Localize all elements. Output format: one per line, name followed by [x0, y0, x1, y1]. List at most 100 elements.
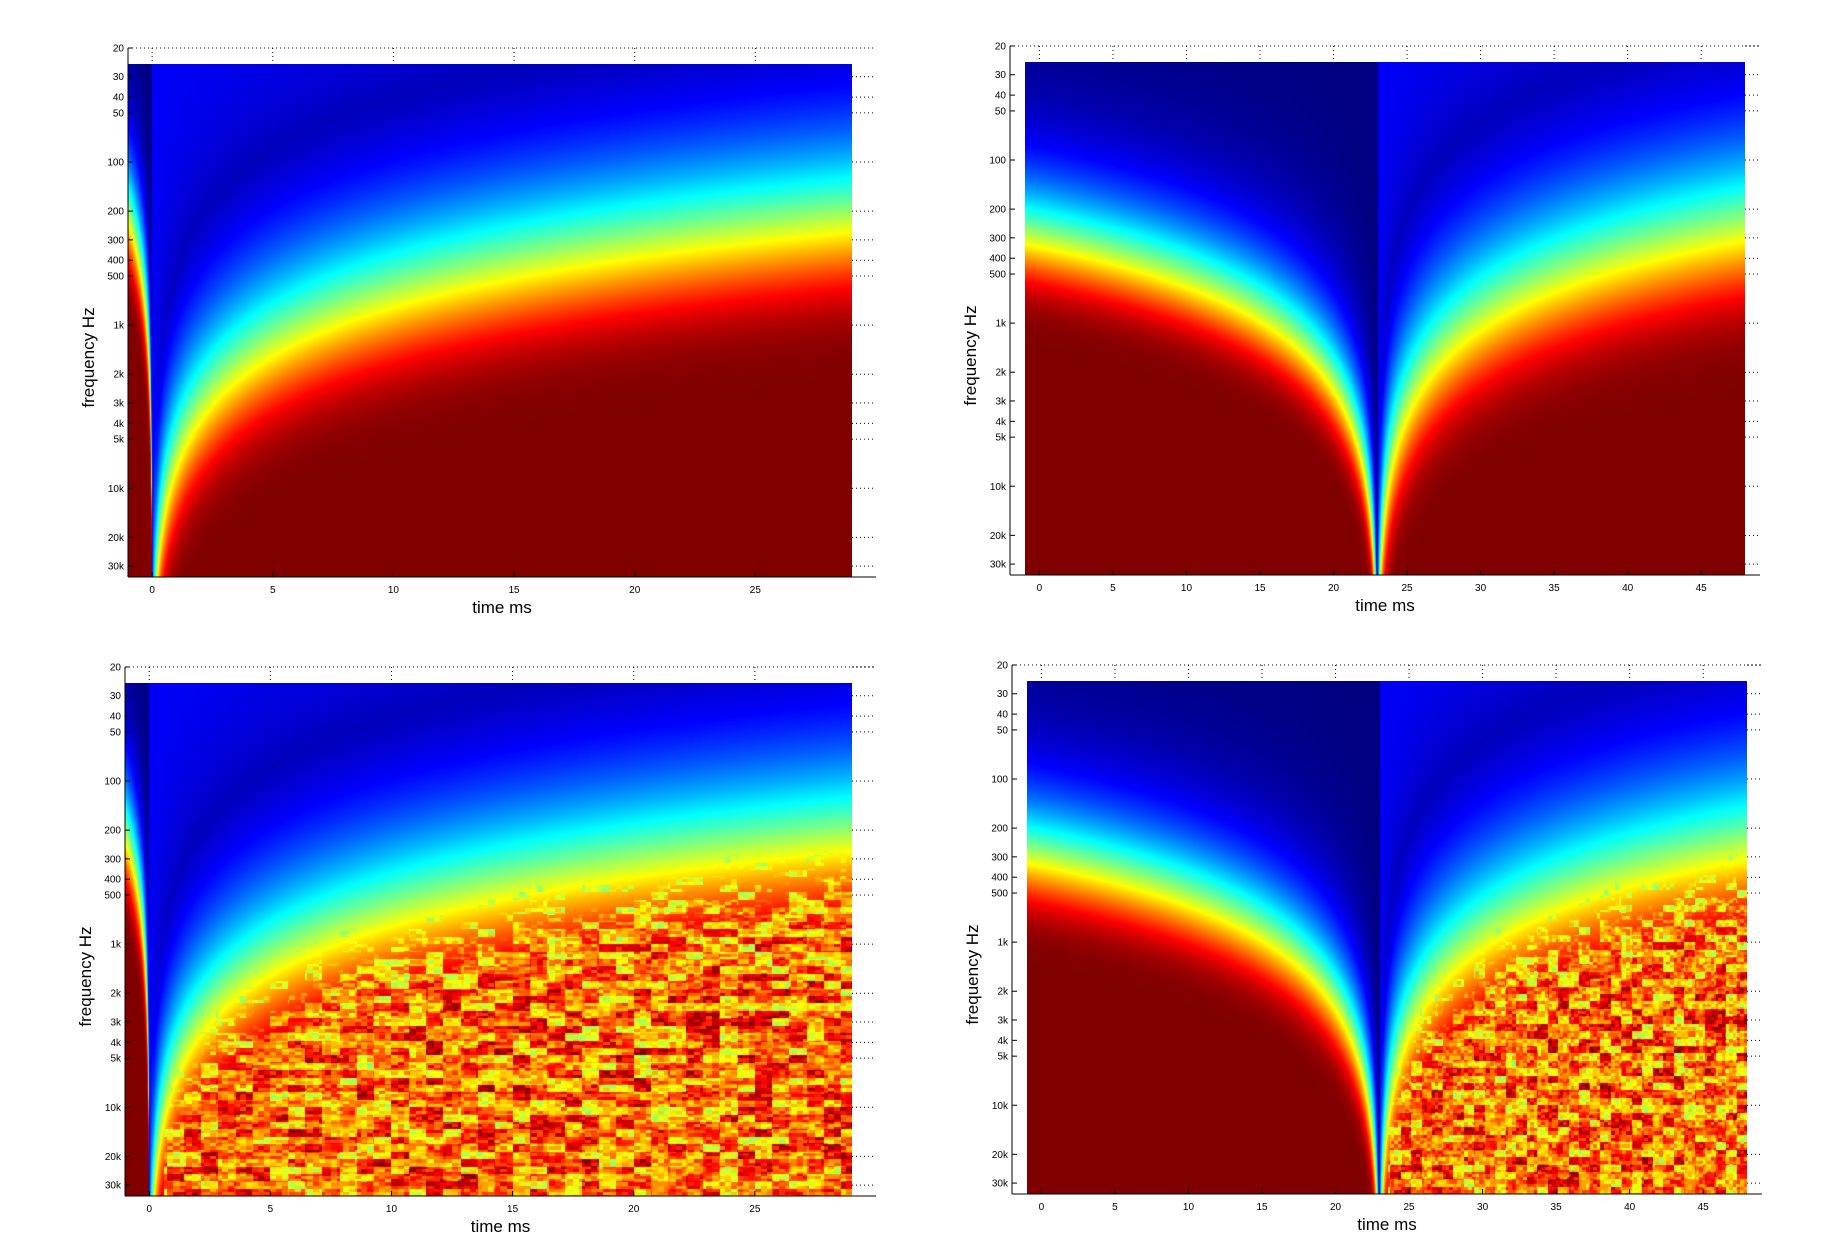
- y-tick-label: 20: [997, 661, 1009, 672]
- x-tick-label: 10: [1183, 1202, 1195, 1213]
- y-tick-label: 100: [104, 777, 121, 788]
- x-tick-label: 30: [1475, 583, 1487, 594]
- x-tick-label: 20: [629, 585, 641, 596]
- y-tick-label: 10k: [990, 482, 1007, 493]
- x-tick-label: 15: [507, 1204, 519, 1215]
- y-tick-label: 20k: [108, 533, 125, 544]
- y-tick-label: 30k: [990, 560, 1007, 571]
- heatmap-image: [128, 64, 852, 577]
- y-tick-label: 1k: [995, 319, 1007, 330]
- x-tick-label: 10: [388, 585, 400, 596]
- y-tick-label: 50: [113, 108, 125, 119]
- y-tick-label: 100: [991, 775, 1008, 786]
- x-tick-label: 25: [750, 585, 762, 596]
- x-tick-label: 0: [146, 1204, 152, 1215]
- y-tick-label: 200: [104, 826, 121, 837]
- y-tick-label: 1k: [997, 938, 1009, 949]
- y-axis-label: frequency Hz: [79, 307, 98, 407]
- y-tick-label: 20k: [992, 1150, 1009, 1161]
- x-tick-label: 35: [1549, 583, 1561, 594]
- y-tick-label: 50: [997, 725, 1009, 736]
- x-axis-label: time ms: [1355, 596, 1415, 615]
- y-tick-label: 100: [107, 158, 124, 169]
- y-tick-label: 20: [110, 663, 122, 674]
- x-tick-label: 45: [1698, 1202, 1710, 1213]
- x-tick-label: 25: [1401, 583, 1413, 594]
- y-tick-label: 40: [113, 93, 125, 104]
- y-tick-label: 200: [989, 205, 1006, 216]
- y-tick-label: 3k: [995, 396, 1007, 407]
- x-tick-label: 10: [1181, 583, 1193, 594]
- y-tick-label: 2k: [110, 989, 122, 1000]
- y-tick-label: 20k: [990, 531, 1007, 542]
- y-tick-label: 20: [995, 42, 1007, 53]
- y-tick-label: 20k: [105, 1152, 122, 1163]
- y-tick-label: 5k: [997, 1052, 1009, 1063]
- y-tick-label: 200: [991, 824, 1008, 835]
- x-tick-label: 0: [149, 585, 155, 596]
- y-tick-label: 5k: [110, 1054, 122, 1065]
- x-axis-label: time ms: [1357, 1215, 1417, 1234]
- y-tick-label: 40: [997, 710, 1009, 721]
- y-tick-label: 3k: [997, 1015, 1009, 1026]
- y-tick-label: 30: [995, 70, 1007, 81]
- y-tick-label: 3k: [110, 1017, 122, 1028]
- y-axis-label: frequency Hz: [963, 924, 982, 1024]
- y-tick-label: 30: [113, 72, 125, 83]
- x-tick-label: 15: [1256, 1202, 1268, 1213]
- x-tick-label: 25: [749, 1204, 761, 1215]
- x-tick-label: 20: [1330, 1202, 1342, 1213]
- y-tick-label: 50: [110, 727, 122, 738]
- y-tick-label: 300: [991, 852, 1008, 863]
- x-tick-label: 0: [1039, 1202, 1045, 1213]
- y-tick-label: 30: [997, 689, 1009, 700]
- y-tick-label: 500: [107, 272, 124, 283]
- x-tick-label: 45: [1696, 583, 1708, 594]
- x-tick-label: 25: [1403, 1202, 1415, 1213]
- panel-4: 203040501002003004005001k2k3k4k5k10k20k3…: [963, 661, 1762, 1234]
- y-tick-label: 30: [110, 691, 122, 702]
- x-tick-label: 10: [386, 1204, 398, 1215]
- y-tick-label: 5k: [995, 433, 1007, 444]
- y-tick-label: 400: [989, 254, 1006, 265]
- heatmap-image: [1027, 681, 1747, 1194]
- y-tick-label: 10k: [105, 1103, 122, 1114]
- y-tick-label: 2k: [995, 368, 1007, 379]
- y-axis-label: frequency Hz: [76, 926, 95, 1026]
- y-tick-label: 300: [107, 235, 124, 246]
- x-axis-label: time ms: [471, 1217, 531, 1236]
- y-tick-label: 40: [110, 712, 122, 723]
- x-axis-label: time ms: [472, 598, 532, 617]
- y-tick-label: 4k: [997, 1036, 1009, 1047]
- y-tick-label: 5k: [113, 435, 125, 446]
- y-tick-label: 1k: [110, 940, 122, 951]
- y-tick-label: 10k: [108, 484, 125, 495]
- y-tick-label: 4k: [995, 417, 1007, 428]
- y-tick-label: 50: [995, 106, 1007, 117]
- x-tick-label: 5: [1112, 1202, 1118, 1213]
- y-tick-label: 400: [107, 256, 124, 267]
- y-tick-label: 200: [107, 207, 124, 218]
- x-tick-label: 30: [1477, 1202, 1489, 1213]
- y-tick-label: 500: [991, 889, 1008, 900]
- x-tick-label: 40: [1624, 1202, 1636, 1213]
- y-tick-label: 2k: [997, 987, 1009, 998]
- x-tick-label: 20: [628, 1204, 640, 1215]
- panel-3: 203040501002003004005001k2k3k4k5k10k20k3…: [76, 663, 876, 1236]
- x-tick-label: 15: [1254, 583, 1266, 594]
- y-tick-label: 40: [995, 91, 1007, 102]
- y-tick-label: 4k: [113, 419, 125, 430]
- y-tick-label: 2k: [113, 370, 125, 381]
- x-tick-label: 5: [270, 585, 276, 596]
- heatmap-image: [125, 683, 852, 1196]
- y-tick-label: 300: [104, 854, 121, 865]
- y-tick-label: 3k: [113, 398, 125, 409]
- y-tick-label: 500: [989, 270, 1006, 281]
- y-tick-label: 300: [989, 233, 1006, 244]
- y-tick-label: 400: [104, 875, 121, 886]
- x-tick-label: 20: [1328, 583, 1340, 594]
- y-axis-label: frequency Hz: [961, 305, 980, 405]
- y-tick-label: 1k: [113, 321, 125, 332]
- y-tick-label: 30k: [992, 1179, 1009, 1190]
